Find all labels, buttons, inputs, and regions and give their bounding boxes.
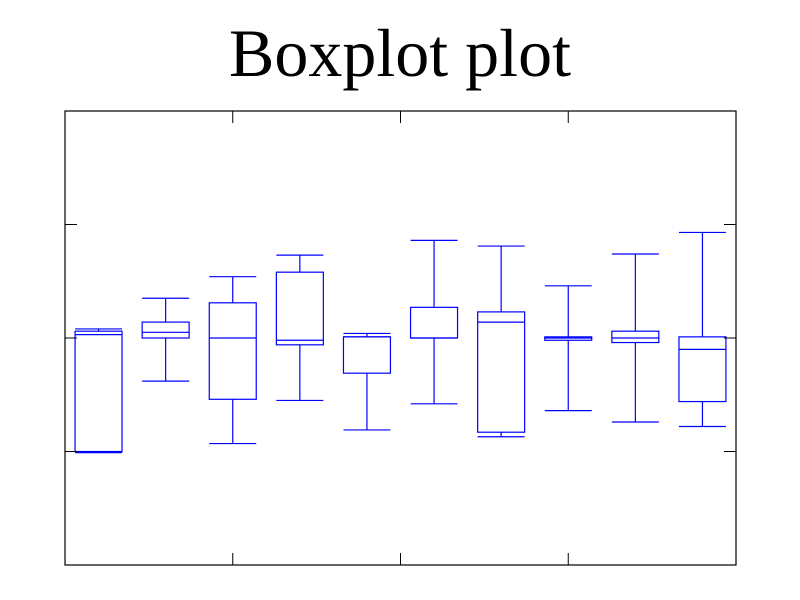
- box-7: [477, 245, 526, 438]
- box-3: [208, 276, 257, 445]
- box-8: [544, 285, 593, 412]
- box-iqr: [275, 271, 324, 346]
- box-10: [678, 231, 727, 428]
- box-6: [409, 239, 459, 405]
- box-5: [342, 332, 392, 431]
- box-9: [611, 253, 660, 423]
- box-iqr: [477, 311, 526, 433]
- box-1: [74, 328, 123, 454]
- box-iqr: [342, 336, 392, 374]
- box-iqr: [74, 330, 123, 453]
- chart-title: Boxplot plot: [229, 15, 571, 91]
- box-iqr: [208, 302, 257, 400]
- boxes-layer: [74, 231, 727, 454]
- box-4: [275, 254, 324, 402]
- box-iqr: [141, 321, 190, 339]
- box-2: [141, 297, 190, 382]
- box-iqr: [409, 306, 459, 339]
- box-iqr: [611, 330, 660, 344]
- ticks-layer: [65, 111, 736, 565]
- box-iqr: [678, 336, 727, 403]
